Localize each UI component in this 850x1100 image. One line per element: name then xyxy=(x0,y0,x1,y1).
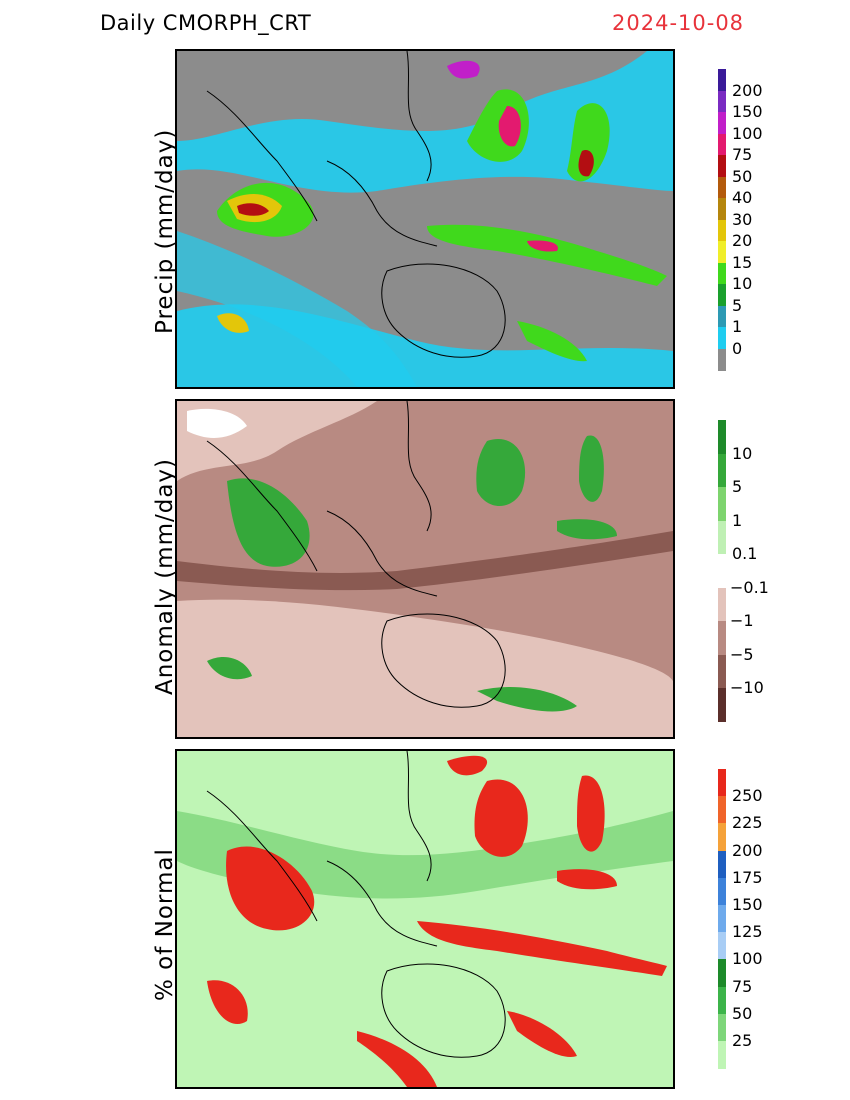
legend-tick-label: 25 xyxy=(732,1031,753,1050)
legend-swatch xyxy=(718,554,726,588)
legend-swatch xyxy=(718,587,726,622)
legend-swatch xyxy=(718,219,726,242)
legend-tick-label: 40 xyxy=(732,188,753,207)
legend-swatch xyxy=(718,327,726,349)
legend-swatch xyxy=(718,133,726,156)
legend-tick-label: 175 xyxy=(732,867,763,887)
chart-title: Daily CMORPH_CRT xyxy=(100,11,312,35)
legend-swatch xyxy=(718,1013,726,1042)
date-label: 2024-10-08 xyxy=(612,11,745,35)
legend-tick-label: 250 xyxy=(732,786,763,806)
precip-axis-label: Precip (mm/day) xyxy=(152,128,178,334)
legend-tick-label: 0 xyxy=(732,338,743,358)
legend-tick-label: 30 xyxy=(732,209,753,229)
legend-swatch xyxy=(718,453,726,488)
legend-tick-label: 100 xyxy=(732,123,763,143)
legend-tick-label: 10 xyxy=(732,274,753,293)
legend-tick-label: 200 xyxy=(732,80,763,100)
legend-tick-label: −0.1 xyxy=(730,577,769,597)
legend-swatch xyxy=(718,241,726,263)
legend-swatch xyxy=(718,1041,726,1069)
legend-swatch xyxy=(718,877,726,906)
legend-swatch xyxy=(718,155,726,177)
legend-swatch xyxy=(718,905,726,933)
legend-swatch xyxy=(718,420,726,454)
legend-swatch xyxy=(718,769,726,797)
legend-swatch xyxy=(718,986,726,1015)
legend-tick-label: 50 xyxy=(732,166,753,186)
legend-tick-label: 75 xyxy=(732,145,753,164)
legend-swatch xyxy=(718,284,726,306)
legend-swatch xyxy=(718,176,726,199)
legend-swatch xyxy=(718,932,726,961)
legend-swatch xyxy=(718,90,726,113)
legend-tick-label: 5 xyxy=(732,477,743,496)
legend-tick-label: −5 xyxy=(730,644,754,664)
legend-swatch xyxy=(718,823,726,852)
percent-normal-map-panel xyxy=(175,749,675,1089)
legend-swatch xyxy=(718,69,726,91)
legend-tick-label: 5 xyxy=(732,295,743,315)
legend-tick-label: 0.1 xyxy=(732,544,758,563)
legend-swatch xyxy=(718,959,726,988)
precip-color-legend: 200 150 100 75 50 40 30 20 15 10 5 1 0 xyxy=(718,69,763,371)
legend-swatch xyxy=(718,688,726,722)
precip-map-panel xyxy=(175,49,675,389)
legend-tick-label: 200 xyxy=(732,840,763,860)
legend-swatch xyxy=(718,305,726,328)
anomaly-map-panel xyxy=(175,399,675,739)
legend-swatch xyxy=(718,520,726,555)
legend-swatch xyxy=(718,112,726,134)
legend-tick-label: 1 xyxy=(732,510,743,530)
legend-tick-label: 20 xyxy=(732,231,753,250)
legend-tick-label: 15 xyxy=(732,252,753,272)
legend-swatch xyxy=(718,796,726,825)
legend-swatch xyxy=(718,621,726,655)
legend-tick-label: 50 xyxy=(732,1003,753,1023)
legend-tick-label: 75 xyxy=(732,976,753,996)
legend-tick-label: 1 xyxy=(732,317,743,336)
legend-tick-label: −1 xyxy=(730,611,754,630)
legend-swatch xyxy=(718,262,726,285)
legend-tick-label: 150 xyxy=(732,895,763,914)
legend-swatch xyxy=(718,850,726,879)
percent-normal-axis-label: % of Normal xyxy=(152,848,178,1001)
legend-tick-label: 10 xyxy=(732,443,753,463)
legend-swatch xyxy=(718,198,726,220)
legend-tick-label: −10 xyxy=(730,678,764,697)
legend-tick-label: 225 xyxy=(732,813,763,833)
legend-swatch xyxy=(718,348,726,371)
legend-tick-label: 125 xyxy=(732,922,763,942)
anomaly-color-legend: 10 5 1 0.1 −0.1 −1 −5 −10 xyxy=(718,420,769,722)
anomaly-axis-label: Anomaly (mm/day) xyxy=(152,457,178,695)
percent-normal-color-legend: 250 225 200 175 150 125 100 75 50 25 xyxy=(718,769,763,1069)
legend-swatch xyxy=(718,487,726,521)
legend-tick-label: 100 xyxy=(732,949,763,969)
legend-tick-label: 150 xyxy=(732,102,763,121)
legend-swatch xyxy=(718,654,726,689)
